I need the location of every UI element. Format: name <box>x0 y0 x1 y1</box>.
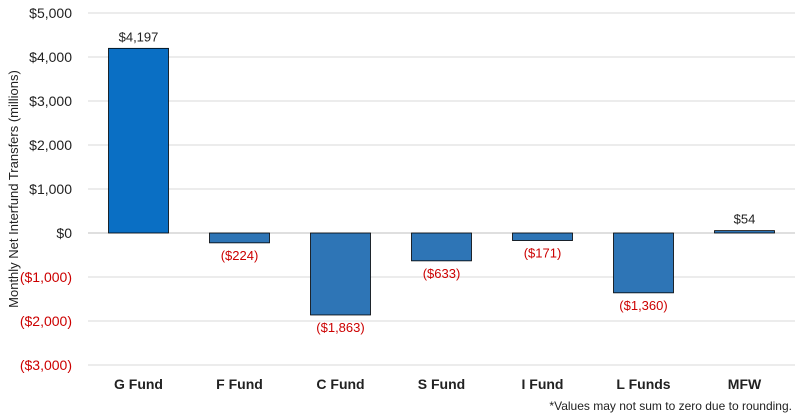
data-label: $4,197 <box>119 29 159 44</box>
x-category-label: G Fund <box>114 376 163 392</box>
y-axis-ticks: ($3,000) ($2,000) ($1,000) $0 $1,000 $2,000 $3… <box>20 5 72 373</box>
gridlines <box>88 12 795 366</box>
data-label: ($224) <box>221 248 259 263</box>
y-tick-label: $0 <box>56 225 72 241</box>
y-tick-label: $1,000 <box>29 181 72 197</box>
y-tick-label: $3,000 <box>29 93 72 109</box>
data-label: ($1,863) <box>316 320 364 335</box>
x-category-label: I Fund <box>522 376 564 392</box>
y-tick-label: ($2,000) <box>20 313 72 329</box>
y-tick-label: ($1,000) <box>20 269 72 285</box>
bars <box>108 47 775 316</box>
bar <box>613 232 674 294</box>
x-category-label: S Fund <box>418 376 465 392</box>
data-label: ($171) <box>524 246 562 261</box>
y-tick-label: $5,000 <box>29 5 72 21</box>
footnote: *Values may not sum to zero due to round… <box>549 399 792 413</box>
x-category-label: F Fund <box>216 376 263 392</box>
y-axis-title: Monthly Net Interfund Transfers (million… <box>6 70 21 308</box>
bar <box>209 232 270 244</box>
data-labels: $4,197 ($224) ($1,863) ($633) ($171) ($1,360)… <box>119 29 756 335</box>
bar <box>512 232 573 241</box>
y-tick-label: ($3,000) <box>20 357 72 373</box>
data-label: ($1,360) <box>619 298 667 313</box>
bar <box>714 230 775 234</box>
x-category-label: L Funds <box>616 376 670 392</box>
x-category-label: MFW <box>728 376 762 392</box>
y-tick-label: $4,000 <box>29 49 72 65</box>
bar <box>411 232 472 262</box>
x-category-label: C Fund <box>316 376 364 392</box>
x-axis-categories: G Fund F Fund C Fund S Fund I Fund L Funds MFW <box>114 376 762 392</box>
data-label: $54 <box>734 212 756 227</box>
bar <box>310 232 371 316</box>
bar <box>108 47 169 234</box>
data-label: ($633) <box>423 266 461 281</box>
y-tick-label: $2,000 <box>29 137 72 153</box>
